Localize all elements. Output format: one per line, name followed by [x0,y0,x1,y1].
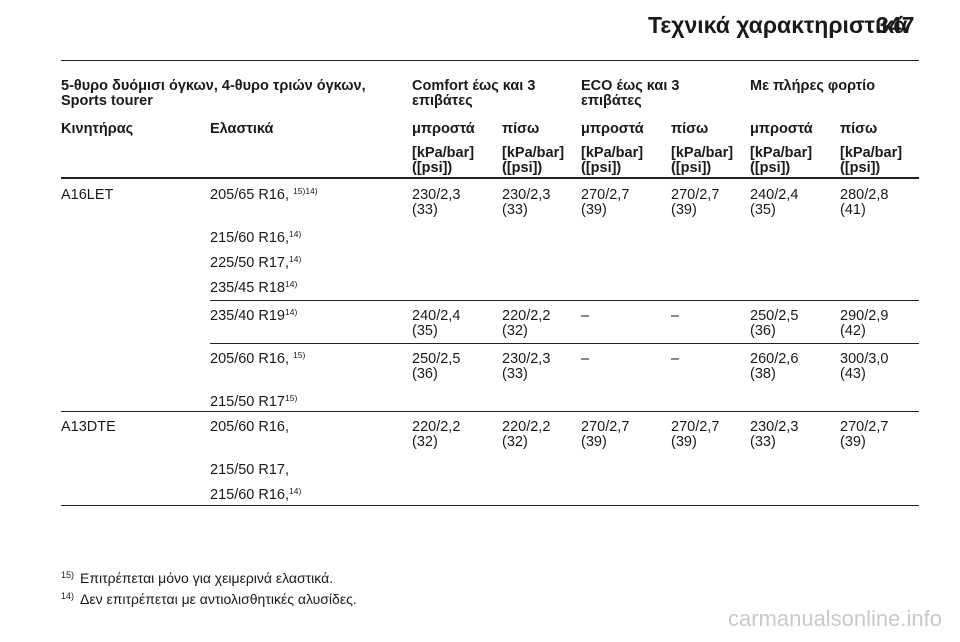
pressure-cell: 300/3,0 (43) [840,351,889,382]
watermark: carmanualsonline.info [727,606,942,631]
engine-divider [61,411,919,412]
pressure-cell: 270/2,7 (39) [581,419,630,450]
footnote: 14) Δεν επιτρέπεται με αντιολισθητικές αλ… [61,591,357,607]
pressure-cell: 270/2,7 (39) [671,419,720,450]
table-bottom-rule [61,505,919,506]
pressure-cell: 250/2,5 (36) [750,308,799,339]
col-header-eco-rear: πίσω [671,121,709,137]
model-header-line2: Sports tourer [61,93,153,109]
engine-a16let: A16LET [61,187,114,203]
pressure-cell: 220/2,2 (32) [502,308,551,339]
pressure-cell: – [581,308,590,324]
pressure-cell: 250/2,5 (36) [412,351,461,382]
unit-header: [kPa/bar] ([psi]) [412,145,475,176]
col-header-full-front: μπροστά [750,121,813,137]
pressure-cell: 230/2,3 (33) [750,419,799,450]
pressure-cell: 290/2,9 (42) [840,308,889,339]
tyre-size: 215/60 R16,14) [210,486,302,503]
col-header-comfort-rear: πίσω [502,121,540,137]
tyre-size: 205/65 R16, 15)14) [210,186,318,203]
unit-header: [kPa/bar] ([psi]) [750,145,813,176]
col-header-comfort-front: μπροστά [412,121,475,137]
pressure-cell: 270/2,7 (39) [671,187,720,218]
pressure-cell: 260/2,6 (38) [750,351,799,382]
header-bottom-rule [61,177,919,179]
pressure-cell: 230/2,3 (33) [502,187,551,218]
comfort-header-line2: επιβάτες [412,93,473,109]
unit-header: [kPa/bar] ([psi]) [581,145,644,176]
tyre-size: 235/45 R1814) [210,279,298,296]
header-rule [61,60,919,61]
col-header-engine: Κινητήρας [61,121,134,137]
pressure-cell: 240/2,4 (35) [412,308,461,339]
pressure-cell: – [671,351,680,367]
eco-header-line1: ECO έως και 3 [581,78,680,94]
tyre-size: 205/60 R16, [210,419,290,435]
pressure-cell: – [671,308,680,324]
col-header-tyres: Ελαστικά [210,121,274,137]
eco-header-line2: επιβάτες [581,93,642,109]
pressure-cell: 280/2,8 (41) [840,187,889,218]
unit-header: [kPa/bar] ([psi]) [671,145,734,176]
engine-a13dte: A13DTE [61,419,116,435]
unit-header: [kPa/bar] ([psi]) [840,145,903,176]
tyre-size: 225/50 R17,14) [210,254,302,271]
pressure-cell: 240/2,4 (35) [750,187,799,218]
pressure-cell: 220/2,2 (32) [502,419,551,450]
full-load-header: Με πλήρες φορτίο [750,78,876,94]
col-header-eco-front: μπροστά [581,121,644,137]
pressure-cell: 270/2,7 (39) [840,419,889,450]
row-divider [210,343,919,344]
row-divider [210,300,919,301]
pressure-cell: 230/2,3 (33) [412,187,461,218]
tyre-size: 215/60 R16,14) [210,229,302,246]
pressure-cell: 230/2,3 (33) [502,351,551,382]
footnote: 15) Επιτρέπεται μόνο για χειμερινά ελαστι… [61,570,334,586]
comfort-header-line1: Comfort έως και 3 [412,78,536,94]
col-header-full-rear: πίσω [840,121,878,137]
pressure-cell: – [581,351,590,367]
page-number: 347 [876,12,915,38]
tyre-size: 205/60 R16, 15) [210,350,306,367]
model-header-line1: 5-θυρο δυόμισι όγκων, 4-θυρο τριών όγκων… [61,78,366,94]
pressure-cell: 220/2,2 (32) [412,419,461,450]
tyre-size: 235/40 R1914) [210,307,298,324]
pressure-cell: 270/2,7 (39) [581,187,630,218]
page-title: Τεχνικά χαρακτηριστικά [648,12,908,38]
tyre-size: 215/50 R1715) [210,393,298,410]
unit-header: [kPa/bar] ([psi]) [502,145,565,176]
tyre-size: 215/50 R17, [210,462,290,478]
